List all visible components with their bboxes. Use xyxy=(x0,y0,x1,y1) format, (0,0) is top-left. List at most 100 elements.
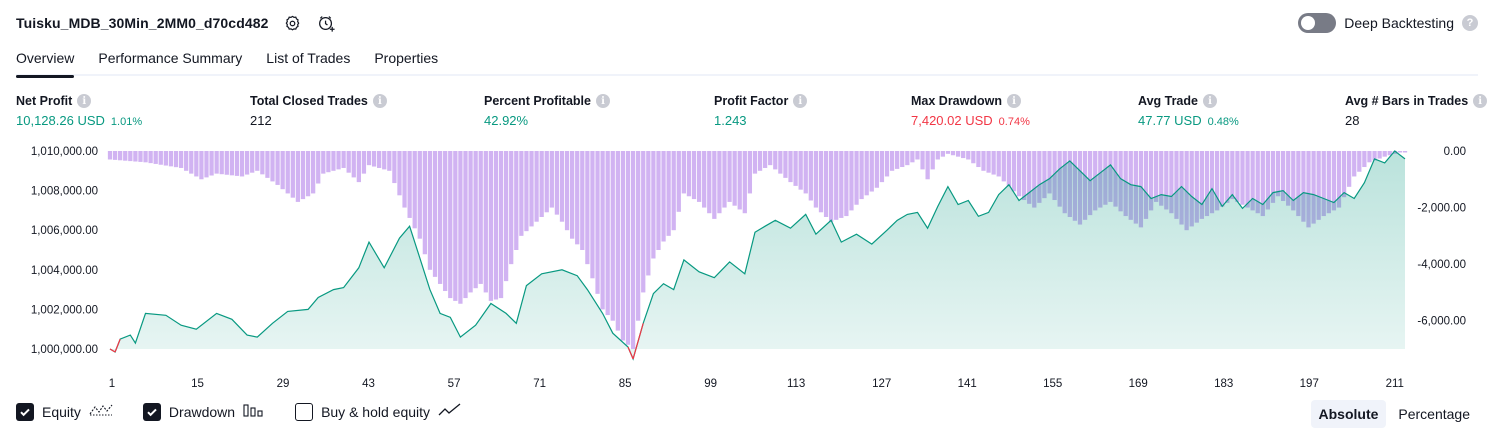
drawdown-bar xyxy=(168,151,174,167)
gear-icon[interactable] xyxy=(283,13,303,33)
drawdown-bar xyxy=(463,151,468,299)
drawdown-bar xyxy=(666,151,671,236)
drawdown-bar xyxy=(1255,151,1260,214)
checkbox-unchecked[interactable] xyxy=(295,402,314,421)
bars-icon xyxy=(243,402,265,421)
equity-tick-label: 1,002,000.00 xyxy=(31,304,98,316)
checkbox-checked[interactable] xyxy=(142,402,161,421)
tab-list-of-trades[interactable]: List of Trades xyxy=(266,50,351,66)
drawdown-tick-label: -6,000.00 xyxy=(1417,316,1466,328)
absolute-button[interactable]: Absolute xyxy=(1310,400,1387,428)
drawdown-bar xyxy=(737,151,742,210)
metric-percent: 1.01% xyxy=(110,116,143,128)
drawdown-bar xyxy=(1265,151,1271,210)
info-icon[interactable]: i xyxy=(1007,94,1021,108)
percentage-button[interactable]: Percentage xyxy=(1398,406,1470,422)
metric-value: 28 xyxy=(1345,113,1360,128)
metric-percent-profitable: Percent Profitable i 42.92% xyxy=(484,93,610,129)
metric-value: 47.77 USD xyxy=(1138,113,1202,128)
drawdown-bar xyxy=(234,151,240,176)
drawdown-bar xyxy=(757,151,763,171)
help-icon[interactable]: ? xyxy=(1462,15,1478,31)
drawdown-bar xyxy=(1011,151,1017,192)
trade-tick-label: 43 xyxy=(362,378,375,390)
drawdown-bar xyxy=(808,151,813,201)
trade-tick-label: 141 xyxy=(958,378,977,390)
drawdown-bar xyxy=(986,151,991,173)
equity-tick-label: 1,000,000.00 xyxy=(31,344,98,356)
drawdown-bar xyxy=(1336,151,1342,208)
trade-tick-label: 29 xyxy=(277,378,290,390)
deep-backtesting: Deep Backtesting ? xyxy=(1298,13,1478,33)
drawdown-bar xyxy=(107,151,113,160)
drawdown-bar xyxy=(1016,151,1022,197)
drawdown-bar xyxy=(1331,151,1337,211)
drawdown-bar xyxy=(722,151,727,208)
drawdown-bar xyxy=(422,151,427,255)
tab-overview[interactable]: Overview xyxy=(16,48,75,78)
info-icon[interactable]: i xyxy=(77,94,92,108)
checkbox-checked[interactable] xyxy=(16,402,34,421)
legend-drawdown[interactable]: Drawdown xyxy=(142,402,265,421)
drawdown-bar xyxy=(1347,151,1352,187)
tab-performance-summary[interactable]: Performance Summary xyxy=(98,50,243,66)
drawdown-bar xyxy=(879,151,885,183)
drawdown-bar xyxy=(199,151,204,180)
drawdown-bar xyxy=(148,151,153,164)
trade-tick-label: 71 xyxy=(533,378,546,390)
metric-net-profit: Net Profit i 10,128.26 USD 1.01% xyxy=(16,93,142,129)
drawdown-bar xyxy=(270,151,275,182)
drawdown-bar xyxy=(1402,151,1408,153)
strategy-name: Tuisku_MDB_30Min_2MM0_d70cd482 xyxy=(16,15,269,31)
info-icon[interactable]: i xyxy=(372,94,387,108)
drawdown-bar xyxy=(392,151,397,184)
drawdown-bar xyxy=(920,151,925,170)
drawdown-bar xyxy=(747,151,753,194)
legend-equity[interactable]: Equity xyxy=(16,402,113,421)
drawdown-bar xyxy=(326,151,331,173)
drawdown-bar xyxy=(849,151,854,211)
drawdown-bar xyxy=(509,151,514,265)
deep-backtesting-toggle[interactable] xyxy=(1298,13,1337,33)
drawdown-bar xyxy=(443,151,448,292)
drawdown-bar xyxy=(1189,151,1194,227)
metric-label: Total Closed Trades xyxy=(250,94,368,108)
tab-properties[interactable]: Properties xyxy=(374,50,439,66)
equity-drawdown-chart[interactable]: 1,010,000.00 1,008,000.00 1,006,000.00 1,00… xyxy=(0,140,1494,395)
equity-tick-label: 1,008,000.00 xyxy=(31,186,98,198)
drawdown-bar xyxy=(580,151,585,250)
drawdown-bar xyxy=(783,151,788,178)
equity-negative-segment xyxy=(114,338,121,353)
drawdown-bar xyxy=(316,151,321,184)
drawdown-bar xyxy=(184,151,189,171)
drawdown-bar xyxy=(1316,151,1321,220)
drawdown-bar xyxy=(945,151,951,154)
drawdown-bar xyxy=(265,151,270,178)
drawdown-bar xyxy=(671,151,676,231)
add-alert-icon[interactable] xyxy=(317,13,337,33)
drawdown-bar xyxy=(407,151,412,218)
drawdown-tick-label: -2,000.00 xyxy=(1417,203,1466,215)
drawdown-bar xyxy=(905,151,910,166)
trade-tick-label: 155 xyxy=(1043,378,1062,390)
drawdown-bar xyxy=(656,151,661,250)
drawdown-bar xyxy=(1367,151,1372,163)
drawdown-bar xyxy=(752,151,758,174)
drawdown-bar xyxy=(300,151,306,200)
drawdown-bar xyxy=(260,151,265,175)
info-icon[interactable]: i xyxy=(595,94,610,108)
drawdown-bar xyxy=(976,151,981,168)
drawdown-bar xyxy=(311,151,316,194)
drawdown-bar xyxy=(1240,151,1245,205)
info-icon[interactable]: i xyxy=(1202,94,1217,108)
info-icon[interactable]: i xyxy=(793,94,808,108)
drawdown-bar xyxy=(768,151,773,166)
drawdown-bar xyxy=(514,151,519,250)
drawdown-bar xyxy=(128,151,133,162)
info-icon[interactable]: i xyxy=(1473,94,1488,108)
drawdown-bar xyxy=(834,151,839,220)
trade-axis: 1 15 29 43 57 71 85 99 113 127 141 155 169 183 197 211 xyxy=(109,378,1404,390)
drawdown-bars xyxy=(107,151,1408,349)
metric-avg-bars: Avg # Bars in Trades i 28 xyxy=(1345,93,1488,129)
legend-buy-hold[interactable]: Buy & hold equity xyxy=(295,402,462,421)
